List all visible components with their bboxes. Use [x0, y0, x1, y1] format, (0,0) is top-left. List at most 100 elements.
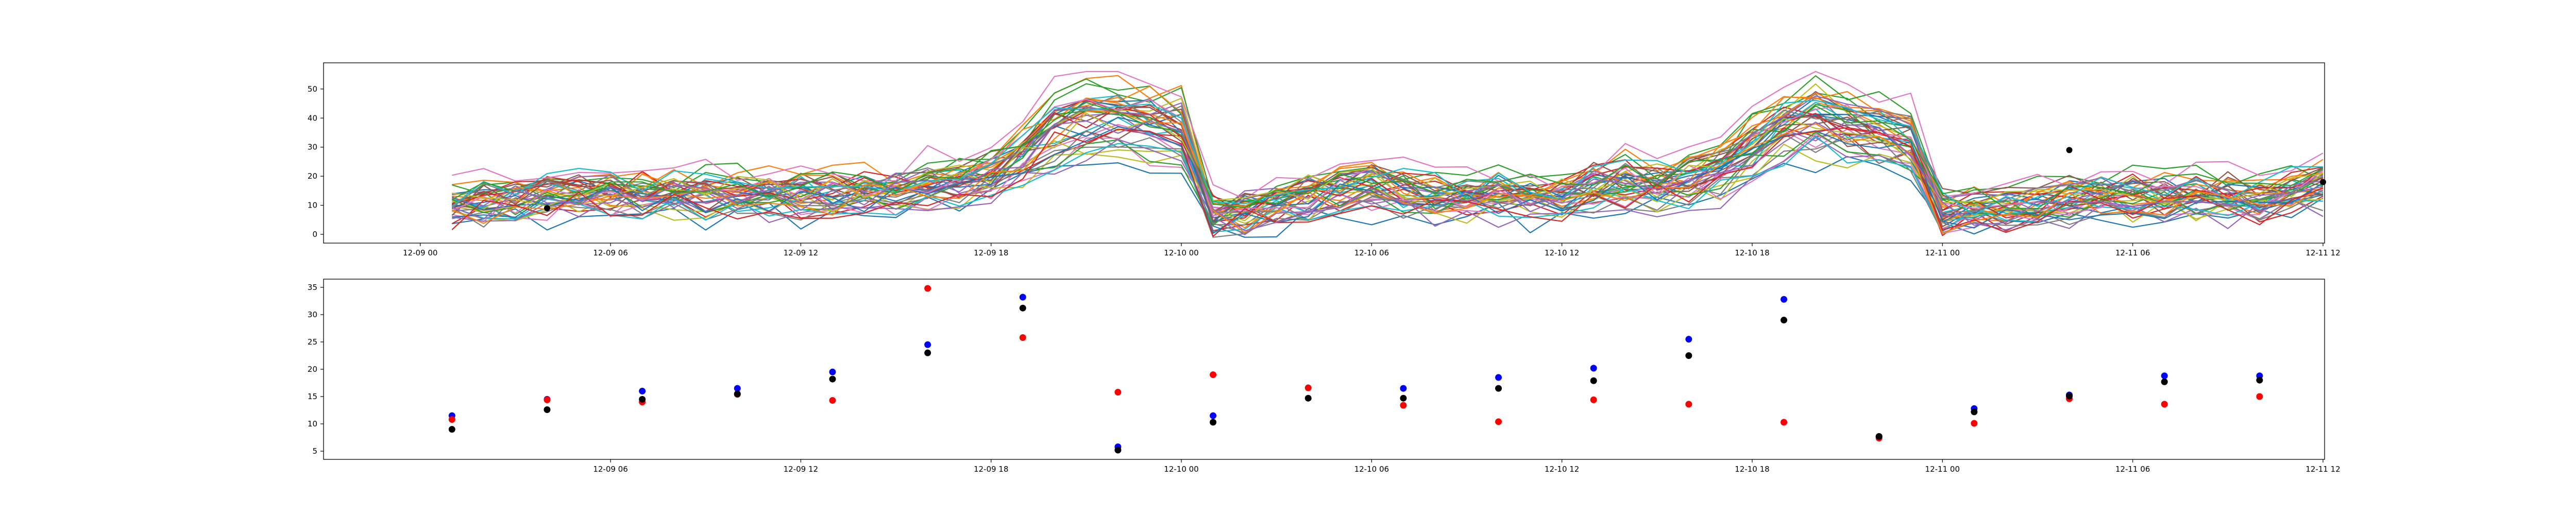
highlight-point [2066, 147, 2073, 153]
x-tick-label: 12-11 06 [2115, 248, 2150, 258]
scatter-point [1400, 402, 1407, 409]
line-series [451, 91, 2324, 213]
x-tick-label: 12-09 06 [593, 465, 628, 474]
line-series [452, 71, 2324, 200]
line-series [451, 99, 2323, 216]
x-tick-label: 12-11 00 [1925, 465, 1960, 474]
scatter-point [1971, 408, 1978, 416]
scatter-point [1971, 420, 1978, 427]
y-tick-label: 15 [308, 392, 317, 401]
x-tick-label: 12-10 00 [1164, 248, 1198, 258]
x-tick-label: 12-09 18 [974, 248, 1008, 258]
y-tick-label: 35 [308, 283, 317, 292]
scatter-point [544, 396, 551, 403]
scatter-point [924, 285, 931, 292]
x-tick-label: 12-11 12 [2306, 465, 2340, 474]
x-tick-label: 12-09 12 [784, 465, 818, 474]
y-tick-label: 25 [308, 337, 317, 347]
scatter-point [1781, 317, 1788, 324]
line-series-group [451, 71, 2324, 238]
scatter-point [2256, 376, 2263, 384]
scatter-point [924, 341, 931, 348]
scatter-point [1114, 389, 1122, 396]
y-tick-label: 30 [308, 310, 317, 319]
scatter-point [829, 397, 836, 404]
scatter-point [1685, 401, 1692, 408]
scatter-point [1210, 419, 1217, 426]
scatter-point [1019, 304, 1026, 312]
scatter-point [2161, 401, 2168, 408]
scatter-point [734, 385, 741, 392]
scatter-point [448, 426, 455, 433]
scatter-point [1210, 371, 1217, 379]
scatter-point [1590, 365, 1597, 372]
scatter-point [1304, 384, 1312, 391]
line-series [451, 98, 2324, 217]
scatter-point [734, 390, 741, 398]
scatter-point [2161, 372, 2168, 380]
y-tick-label: 20 [308, 365, 317, 374]
y-tick-label: 10 [308, 419, 317, 428]
scatter-point [544, 406, 551, 413]
line-series [452, 95, 2324, 218]
scatter-point [1019, 334, 1026, 341]
line-series [452, 92, 2324, 224]
scatter-point [1400, 385, 1407, 392]
bottom-scatter-chart: 12-09 06 12-09 12 12-09 18 12-10 00 12-10 06… [308, 279, 2341, 474]
highlight-point [544, 205, 550, 212]
x-tick-label: 12-10 06 [1354, 248, 1389, 258]
x-tick-label: 12-10 18 [1735, 465, 1769, 474]
scatter-point [1495, 385, 1502, 392]
scatter-point [924, 349, 931, 356]
y-tick-label: 40 [308, 113, 317, 123]
scatter-point [1019, 294, 1026, 301]
scatter-point [2161, 378, 2168, 385]
x-tick-label: 12-10 00 [1164, 465, 1198, 474]
scatter-point [1400, 394, 1407, 402]
line-series [451, 110, 2324, 234]
scatter-point [639, 387, 646, 394]
scatter-point [1304, 394, 1312, 402]
line-series [451, 101, 2324, 209]
line-series [451, 127, 2324, 237]
line-series [452, 112, 2324, 207]
axes-frame [323, 279, 2325, 460]
scatter-point [1590, 377, 1597, 384]
x-tick-label: 12-11 06 [2115, 465, 2150, 474]
x-tick-label: 12-10 06 [1354, 465, 1389, 474]
line-series [451, 120, 2324, 232]
scatter-point [1210, 412, 1217, 419]
x-tick-label: 12-09 18 [974, 465, 1008, 474]
y-tick-label: 50 [308, 84, 317, 94]
scatter-point [1495, 374, 1502, 381]
scatter-point [1685, 352, 1692, 359]
scatter-point [829, 375, 836, 383]
x-tick-label: 12-10 18 [1735, 248, 1769, 258]
x-tick-label: 12-10 12 [1545, 248, 1579, 258]
highlight-point [2319, 179, 2326, 185]
scatter-point [1781, 419, 1788, 426]
x-tick-label: 12-09 06 [593, 248, 628, 258]
x-tick-label: 12-09 00 [403, 248, 437, 258]
line-series [451, 106, 2324, 220]
scatter-point [1495, 418, 1502, 425]
scatter-point [1875, 433, 1883, 440]
y-tick-label: 30 [308, 143, 317, 152]
scatter-point [1781, 296, 1788, 303]
line-series [451, 135, 2323, 233]
x-tick-label: 12-11 00 [1925, 248, 1960, 258]
scatter-point [1114, 447, 1122, 454]
x-tick-label: 12-09 12 [784, 248, 818, 258]
y-tick-label: 10 [308, 201, 317, 210]
scatter-point [1685, 336, 1692, 343]
y-tick-label: 5 [312, 447, 317, 456]
scatter-point [639, 396, 646, 403]
scatter-point [829, 368, 836, 375]
x-tick-label: 12-10 12 [1545, 465, 1579, 474]
x-tick-label: 12-11 12 [2306, 248, 2340, 258]
y-tick-label: 0 [312, 230, 317, 239]
scatter-point [448, 416, 455, 423]
top-line-chart: 12-09 00 12-09 06 12-09 12 12-09 18 12-10 00… [308, 62, 2341, 258]
scatter-point [2065, 392, 2073, 400]
